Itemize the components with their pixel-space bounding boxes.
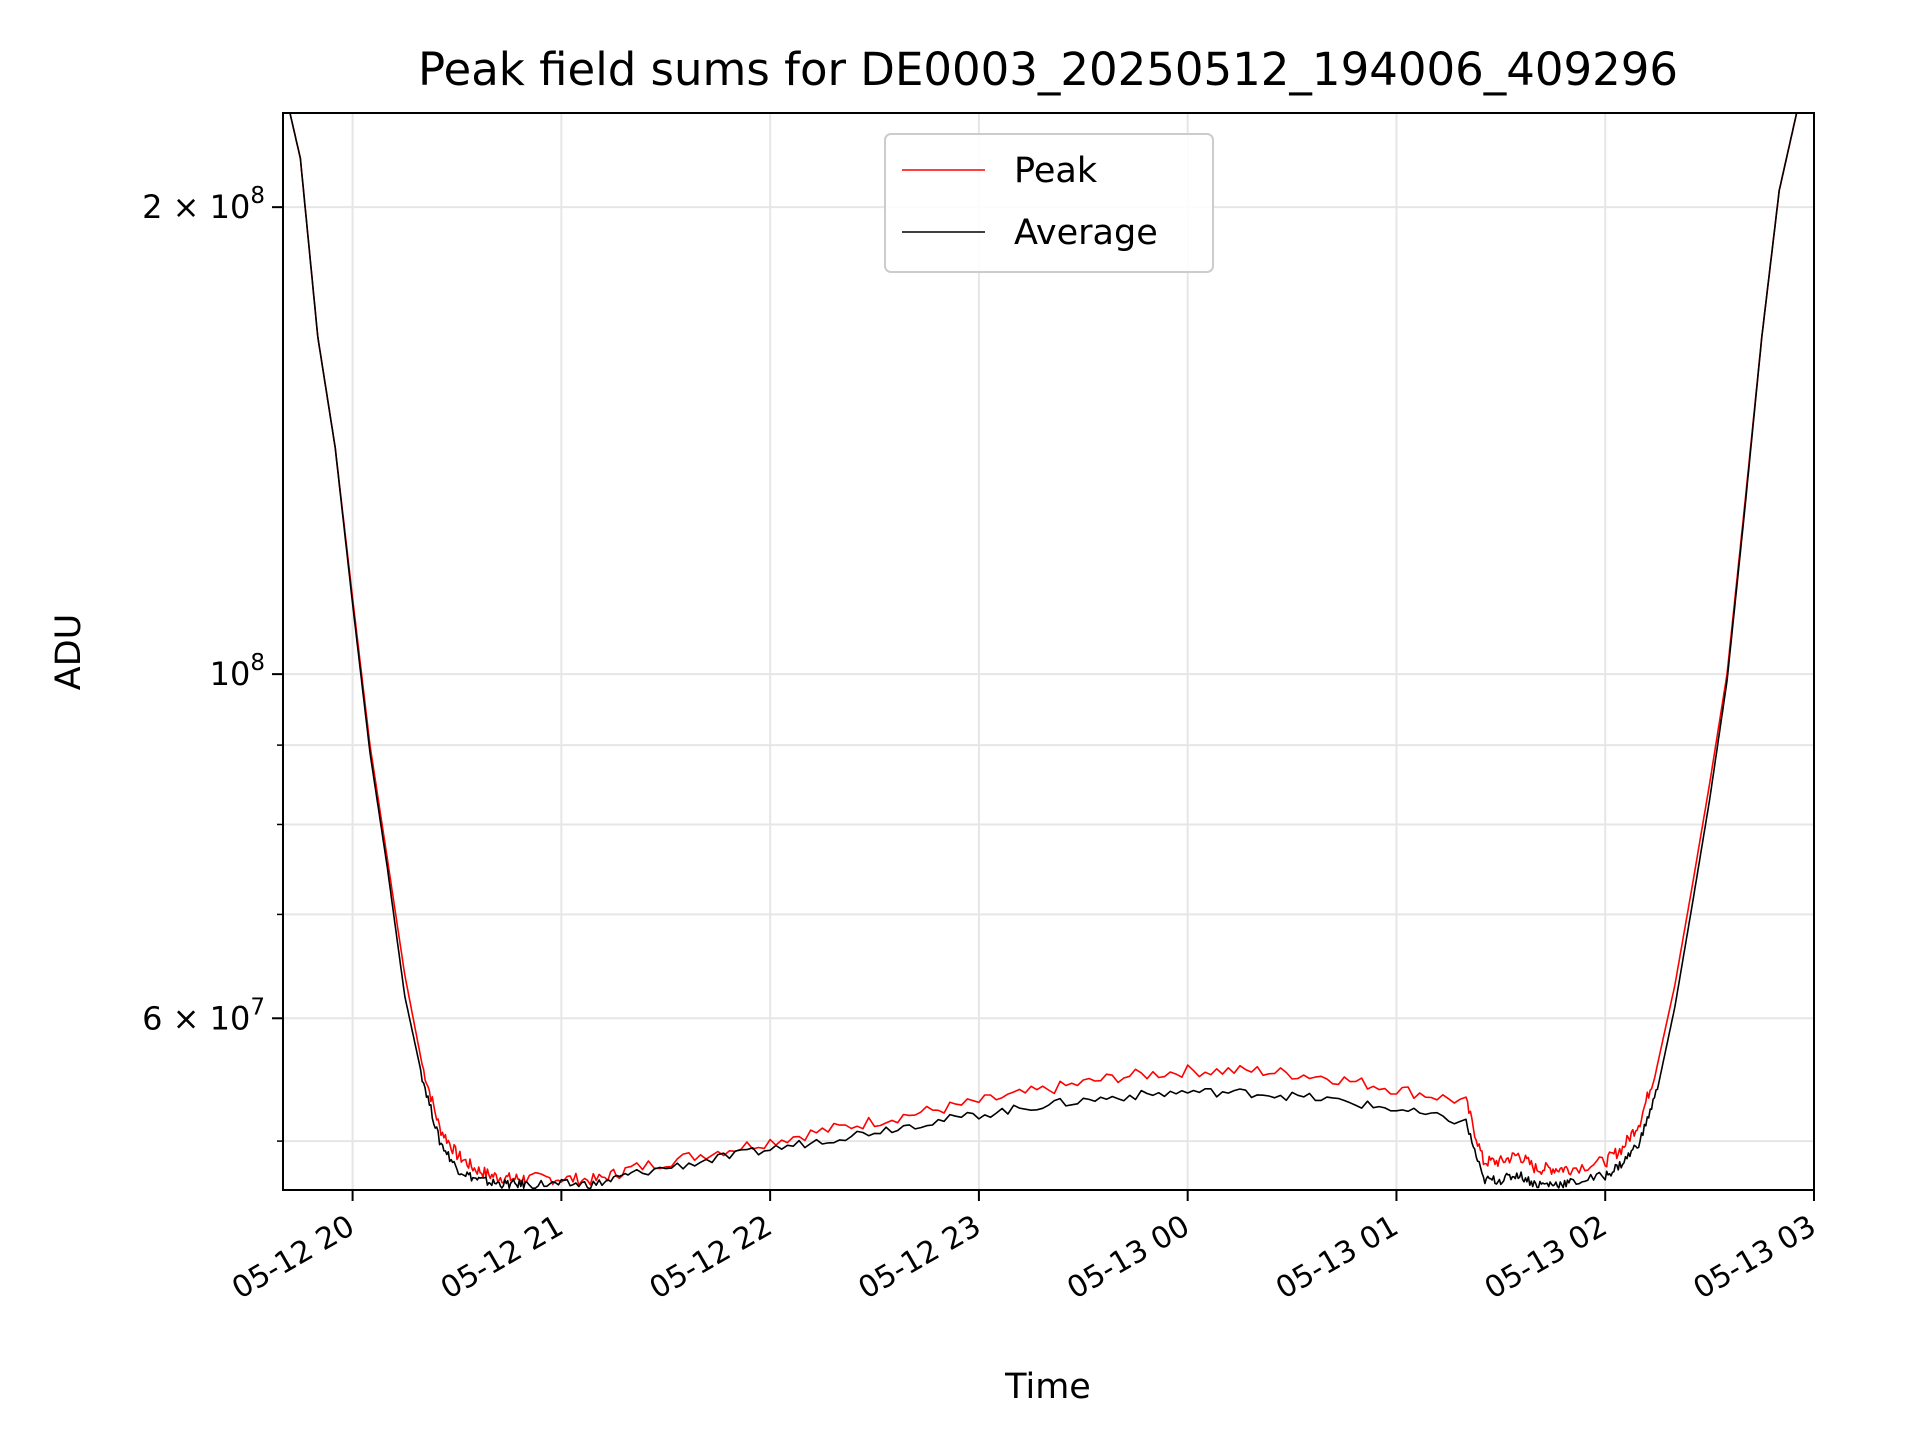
- y-axis: 2 × 108 108 6 × 107: [142, 183, 283, 1142]
- x-tick-label: 05-12 20: [226, 1209, 360, 1307]
- x-tick-label: 05-13 00: [1061, 1209, 1195, 1307]
- plot-frame: [282, 112, 1815, 1191]
- y-tick-label: 108: [210, 650, 265, 693]
- x-tick-label: 05-13 03: [1688, 1209, 1822, 1307]
- x-axis: 05-12 20 05-12 21 05-12 22 05-12 23 05-13 00…: [226, 1190, 1822, 1306]
- chart-title: Peak field sums for DE0003_20250512_1940…: [418, 43, 1678, 96]
- x-tick-label: 05-12 23: [853, 1209, 987, 1307]
- y-tick-label: 2 × 108: [142, 183, 265, 226]
- grid: [283, 113, 1815, 1190]
- x-tick-label: 05-13 01: [1270, 1209, 1404, 1307]
- legend-box: [884, 133, 1214, 273]
- legend: Peak Average: [884, 133, 1214, 273]
- legend-label-average: Average: [1014, 213, 1158, 253]
- y-axis-label: ADU: [49, 614, 89, 691]
- series-line-peak: [283, 113, 1807, 1187]
- legend-label-peak: Peak: [1014, 151, 1098, 191]
- x-tick-label: 05-12 21: [435, 1209, 569, 1307]
- x-tick-label: 05-13 02: [1479, 1209, 1613, 1307]
- y-tick-label: 6 × 107: [142, 994, 265, 1037]
- x-axis-label: Time: [1004, 1367, 1091, 1407]
- series-layer: [283, 113, 1807, 1190]
- x-tick-label: 05-12 22: [644, 1209, 778, 1307]
- series-line-average: [283, 113, 1807, 1190]
